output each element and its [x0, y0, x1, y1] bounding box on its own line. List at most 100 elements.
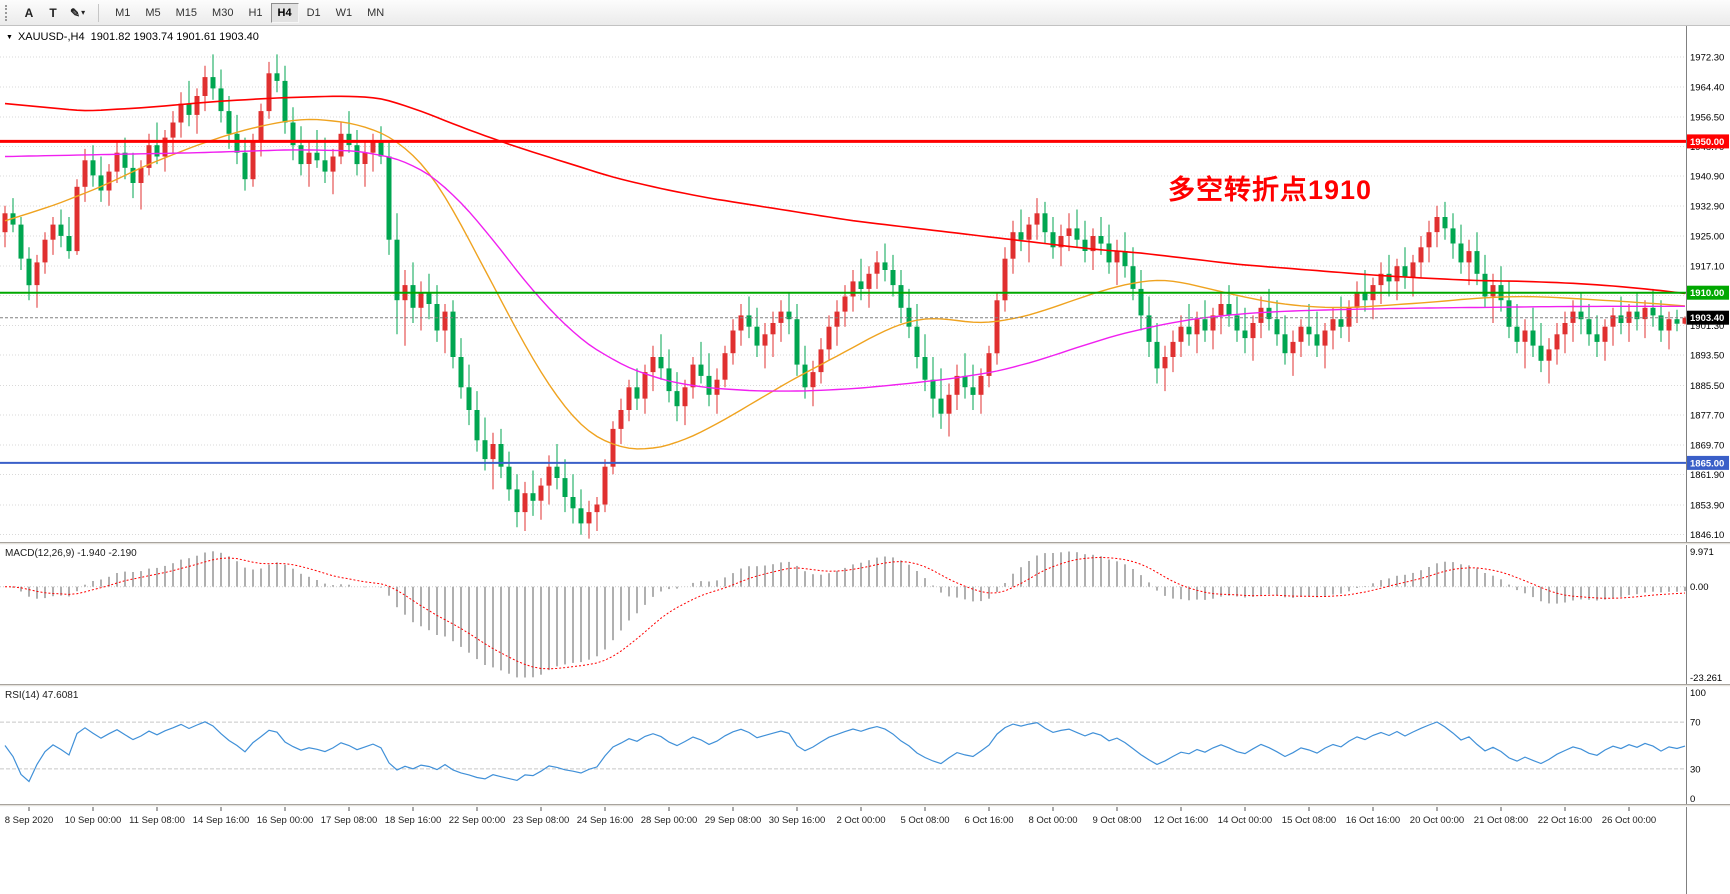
- candle: [746, 296, 752, 339]
- time-axis-label: 28 Sep 00:00: [641, 815, 698, 826]
- timeframe-button-h1[interactable]: H1: [241, 3, 269, 23]
- candle: [106, 164, 112, 206]
- candle: [1474, 232, 1480, 286]
- candle: [906, 288, 912, 339]
- candle: [1178, 315, 1184, 357]
- time-axis-label: 21 Oct 08:00: [1474, 815, 1528, 826]
- candle: [1354, 281, 1360, 323]
- candle: [1530, 307, 1536, 357]
- timeframe-button-m5[interactable]: M5: [138, 3, 167, 23]
- macd-axis-label: 9.971: [1690, 547, 1714, 558]
- candle: [930, 357, 936, 418]
- candle: [1458, 224, 1464, 274]
- candle: [1018, 209, 1024, 252]
- candle: [802, 345, 808, 399]
- time-axis-label: 12 Oct 16:00: [1154, 815, 1208, 826]
- rsi-axis-label: 30: [1690, 764, 1701, 775]
- candle: [1050, 217, 1056, 259]
- splitter-time-axis[interactable]: [0, 804, 1730, 807]
- candle: [874, 251, 880, 289]
- candle: [850, 270, 856, 312]
- candle: [1114, 239, 1120, 286]
- candle: [1522, 319, 1528, 369]
- candle: [114, 141, 120, 183]
- timeframe-group: M1 M5 M15 M30 H1 H4 D1 W1 MN: [108, 2, 391, 23]
- text-label-tool-button[interactable]: A: [18, 3, 40, 23]
- candle: [1322, 323, 1328, 369]
- candle: [706, 353, 712, 407]
- candle: [738, 304, 744, 346]
- chart-background: [0, 26, 1730, 894]
- candle: [1634, 292, 1640, 331]
- candle: [498, 428, 504, 479]
- candle: [1218, 292, 1224, 335]
- candle: [1426, 220, 1432, 263]
- text-tool-button[interactable]: T: [42, 3, 64, 23]
- price-tick-label: 1964.40: [1690, 82, 1724, 93]
- ma-orange-line: [4, 118, 1686, 450]
- candle: [202, 65, 208, 112]
- candle: [834, 300, 840, 346]
- candle: [282, 65, 288, 134]
- timeframe-button-mn[interactable]: MN: [360, 3, 391, 23]
- timeframe-button-m1[interactable]: M1: [108, 3, 137, 23]
- timeframe-button-m15[interactable]: M15: [169, 3, 204, 23]
- timeframe-button-m30[interactable]: M30: [205, 3, 240, 23]
- candle: [634, 368, 640, 410]
- trade-annotation-text: 多空转折点1910: [1168, 175, 1373, 205]
- timeframe-button-h4[interactable]: H4: [270, 2, 299, 23]
- time-axis-label: 17 Sep 08:00: [321, 815, 378, 826]
- candle: [1466, 239, 1472, 286]
- candle: [1330, 307, 1336, 350]
- svg-text:1950.00: 1950.00: [1690, 137, 1724, 148]
- drawing-tool-dropdown[interactable]: ✎ ▾: [66, 3, 89, 23]
- svg-text:1865.00: 1865.00: [1690, 458, 1724, 469]
- price-tick-label: 1972.30: [1690, 53, 1724, 64]
- candle: [1314, 311, 1320, 357]
- candle: [1242, 307, 1248, 354]
- price-badge-1950.00: 1950.00: [1687, 134, 1729, 149]
- time-axis-label: 18 Sep 16:00: [385, 815, 442, 826]
- splitter-macd[interactable]: [0, 542, 1730, 545]
- candle: [954, 364, 960, 410]
- rsi-axis-label: 100: [1690, 688, 1706, 699]
- time-axis-label: 8 Oct 00:00: [1028, 815, 1077, 826]
- candle: [666, 349, 672, 403]
- candle: [1274, 300, 1280, 346]
- time-axis-label: 22 Oct 16:00: [1538, 815, 1592, 826]
- price-tick-label: 1893.50: [1690, 351, 1724, 362]
- macd-axis-label: 0.00: [1690, 582, 1709, 593]
- candle: [538, 478, 544, 520]
- toolbar-grip[interactable]: [5, 4, 11, 21]
- candle: [90, 145, 96, 187]
- candle: [18, 217, 24, 270]
- candle: [1442, 201, 1448, 240]
- candle: [1138, 270, 1144, 331]
- candle: [458, 338, 464, 399]
- candle: [386, 141, 392, 255]
- time-axis-label: 20 Oct 00:00: [1410, 815, 1464, 826]
- candle: [362, 141, 368, 187]
- timeframe-button-w1[interactable]: W1: [329, 3, 360, 23]
- candle: [162, 130, 168, 172]
- time-axis[interactable]: [0, 807, 1686, 894]
- splitter-rsi[interactable]: [0, 684, 1730, 687]
- candle: [474, 391, 480, 452]
- candle: [1210, 307, 1216, 350]
- candle: [442, 304, 448, 354]
- time-axis-label: 9 Oct 08:00: [1092, 815, 1141, 826]
- candle: [354, 130, 360, 176]
- candle: [346, 111, 352, 153]
- candle: [1146, 296, 1152, 357]
- candle: [170, 111, 176, 153]
- candle: [26, 247, 32, 301]
- candle: [1202, 300, 1208, 342]
- candle: [506, 451, 512, 501]
- candle: [74, 179, 80, 255]
- candle: [530, 470, 536, 516]
- candle: [714, 368, 720, 414]
- price-badge-1910.00: 1910.00: [1687, 285, 1729, 300]
- candle: [1378, 262, 1384, 304]
- timeframe-button-d1[interactable]: D1: [300, 3, 328, 23]
